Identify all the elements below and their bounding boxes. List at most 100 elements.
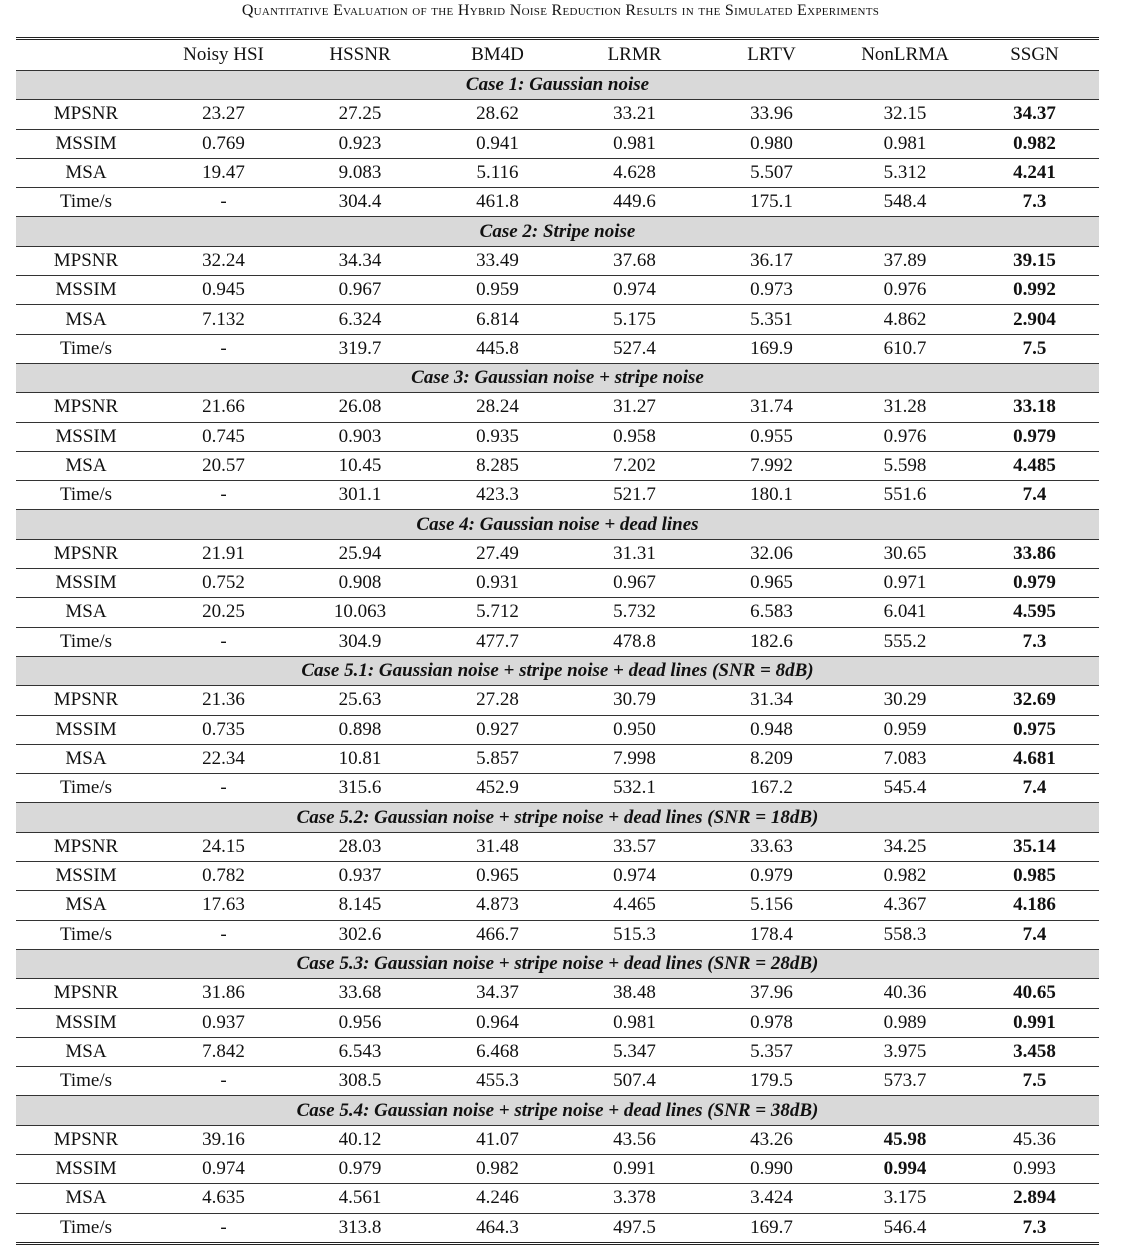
value-cell: 5.351 xyxy=(703,304,840,335)
case-title: Case 4: Gaussian noise + dead lines xyxy=(16,509,1099,540)
value-cell: 0.923 xyxy=(291,129,429,159)
value-cell: 27.49 xyxy=(429,539,566,570)
value-cell: 7.842 xyxy=(156,1037,291,1068)
value-cell: 545.4 xyxy=(840,773,970,804)
value-cell: 313.8 xyxy=(291,1213,429,1245)
table-row: MSSIM 0.937 0.956 0.964 0.981 0.978 0.989 0.991 xyxy=(16,1008,1099,1038)
case-title: Case 5.1: Gaussian noise + stripe noise … xyxy=(16,656,1099,687)
value-cell: 39.16 xyxy=(156,1125,291,1155)
metric-label: Time/s xyxy=(16,1066,156,1097)
value-cell: 32.24 xyxy=(156,246,291,277)
value-cell: 0.974 xyxy=(566,861,703,892)
table-row: MSSIM 0.945 0.967 0.959 0.974 0.973 0.976 0.992 xyxy=(16,275,1099,306)
metric-label: MSA xyxy=(16,1183,156,1214)
value-cell: 0.745 xyxy=(156,422,291,452)
value-cell: 23.27 xyxy=(156,99,291,130)
value-cell: 5.712 xyxy=(429,597,566,628)
value-cell: 497.5 xyxy=(566,1213,703,1245)
value-cell: - xyxy=(156,920,291,950)
value-cell: 40.65 xyxy=(970,978,1099,1009)
value-cell: 4.628 xyxy=(566,158,703,189)
table-row: MSA 7.132 6.324 6.814 5.175 5.351 4.862 2.904 xyxy=(16,304,1099,335)
table-row: Time/s -313.8 464.3 497.5 169.7 546.4 7.3 xyxy=(16,1213,1099,1245)
table-row: MPSNR 31.86 33.68 34.37 38.48 37.96 40.36 40.65 xyxy=(16,978,1099,1009)
value-cell: 0.769 xyxy=(156,129,291,159)
value-cell: 31.27 xyxy=(566,392,703,423)
value-cell: 178.4 xyxy=(703,920,840,950)
value-cell: 0.976 xyxy=(840,275,970,306)
value-cell: 4.595 xyxy=(970,597,1099,628)
value-cell: 33.21 xyxy=(566,99,703,130)
metric-label: MSSIM xyxy=(16,422,156,452)
value-cell: - xyxy=(156,187,291,218)
value-cell: 5.507 xyxy=(703,158,840,189)
value-cell: 546.4 xyxy=(840,1213,970,1245)
metric-label: Time/s xyxy=(16,1213,156,1245)
value-cell: 32.69 xyxy=(970,685,1099,716)
value-cell: 4.186 xyxy=(970,890,1099,921)
value-cell: 179.5 xyxy=(703,1066,840,1097)
value-cell: 6.814 xyxy=(429,304,566,335)
value-cell: 37.68 xyxy=(566,246,703,277)
value-cell: 0.980 xyxy=(703,129,840,159)
value-cell: 464.3 xyxy=(429,1213,566,1245)
case-header-row: Case 4: Gaussian noise + dead lines xyxy=(16,509,1099,540)
value-cell: 34.25 xyxy=(840,832,970,863)
metric-label: MSA xyxy=(16,744,156,775)
value-cell: 449.6 xyxy=(566,187,703,218)
value-cell: 4.873 xyxy=(429,890,566,921)
metric-label: MPSNR xyxy=(16,539,156,570)
value-cell: 0.752 xyxy=(156,568,291,599)
value-cell: 3.175 xyxy=(840,1183,970,1214)
value-cell: 4.246 xyxy=(429,1183,566,1214)
table-row: MSSIM 0.769 0.923 0.941 0.981 0.980 0.981 0.982 xyxy=(16,129,1099,159)
value-cell: 7.3 xyxy=(970,187,1099,218)
value-cell: 5.857 xyxy=(429,744,566,775)
value-cell: 0.735 xyxy=(156,715,291,745)
value-cell: 0.959 xyxy=(429,275,566,306)
value-cell: 4.862 xyxy=(840,304,970,335)
case-header-row: Case 5.3: Gaussian noise + stripe noise … xyxy=(16,949,1099,980)
value-cell: 5.312 xyxy=(840,158,970,189)
value-cell: 301.1 xyxy=(291,480,429,511)
value-cell: 27.25 xyxy=(291,99,429,130)
value-cell: 4.485 xyxy=(970,451,1099,482)
value-cell: 308.5 xyxy=(291,1066,429,1097)
table-row: Time/s -319.7 445.8 527.4 169.9 610.7 7.5 xyxy=(16,334,1099,364)
case-title: Case 1: Gaussian noise xyxy=(16,70,1099,101)
value-cell: 521.7 xyxy=(566,480,703,511)
value-cell: 19.47 xyxy=(156,158,291,189)
table-row: Time/s -308.5 455.3 507.4 179.5 573.7 7.5 xyxy=(16,1066,1099,1097)
header-cell-nonlrma: NonLRMA xyxy=(840,38,970,71)
metric-label: MSSIM xyxy=(16,1008,156,1038)
value-cell: 555.2 xyxy=(840,627,970,657)
value-cell: 0.979 xyxy=(970,568,1099,599)
value-cell: 452.9 xyxy=(429,773,566,804)
metric-label: MSA xyxy=(16,304,156,335)
value-cell: 31.74 xyxy=(703,392,840,423)
metric-label: MSA xyxy=(16,451,156,482)
value-cell: 31.86 xyxy=(156,978,291,1009)
value-cell: 4.465 xyxy=(566,890,703,921)
results-table: Noisy HSI HSSNR BM4D LRMR LRTV NonLRMA S… xyxy=(16,37,1099,1245)
value-cell: 37.96 xyxy=(703,978,840,1009)
value-cell: 28.62 xyxy=(429,99,566,130)
value-cell: 0.974 xyxy=(566,275,703,306)
value-cell: 610.7 xyxy=(840,334,970,364)
table-row: Time/s -301.1 423.3 521.7 180.1 551.6 7.4 xyxy=(16,480,1099,511)
value-cell: 20.25 xyxy=(156,597,291,628)
value-cell: 7.4 xyxy=(970,773,1099,804)
value-cell: - xyxy=(156,627,291,657)
table-row: MPSNR 24.15 28.03 31.48 33.57 33.63 34.25 35.14 xyxy=(16,832,1099,863)
header-cell-metric xyxy=(16,38,156,71)
metric-label: MSSIM xyxy=(16,275,156,306)
metric-label: MPSNR xyxy=(16,246,156,277)
value-cell: 558.3 xyxy=(840,920,970,950)
value-cell: 0.971 xyxy=(840,568,970,599)
value-cell: 0.976 xyxy=(840,422,970,452)
value-cell: 6.543 xyxy=(291,1037,429,1068)
value-cell: 33.96 xyxy=(703,99,840,130)
value-cell: 0.989 xyxy=(840,1008,970,1038)
value-cell: 4.241 xyxy=(970,158,1099,189)
case-header-row: Case 1: Gaussian noise xyxy=(16,70,1099,101)
